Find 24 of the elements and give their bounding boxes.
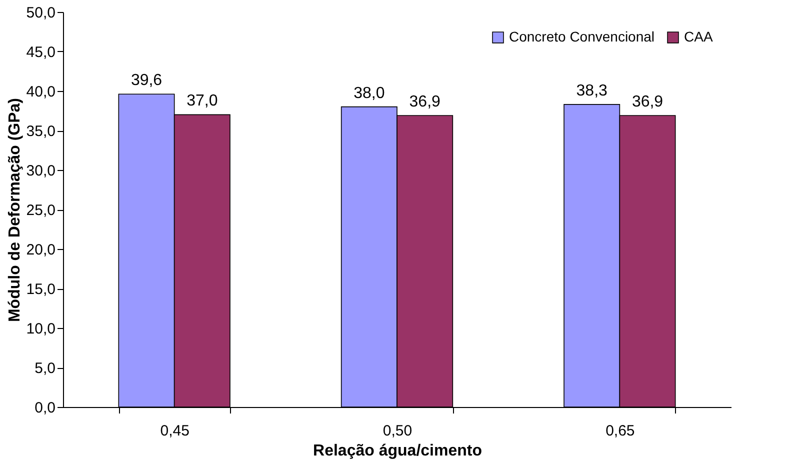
y-tick-label: 0,0 [34,400,56,416]
y-tick-label: 20,0 [26,242,56,258]
y-tick-label: 45,0 [26,44,56,61]
data-label: 38,3 [576,82,608,100]
data-label: 39,6 [130,72,162,90]
legend-label: CAA [684,28,714,44]
legend-label: Concreto Convencional [509,28,655,44]
y-tick-label: 35,0 [26,123,56,140]
y-tick-label: 15,0 [26,281,56,298]
data-label: 37,0 [186,92,218,110]
y-tick-label: 5,0 [34,360,56,377]
x-axis-title: Relação água/cimento [313,442,482,460]
y-tick-label: 40,0 [26,84,56,100]
y-axis-title: Módulo de Deformação (GPa) [6,98,24,322]
x-tick-label: 0,50 [382,422,412,440]
data-label: 36,9 [409,93,441,110]
y-tick-label: 30,0 [26,162,56,180]
data-label: 36,9 [632,93,664,110]
data-label: 38,0 [354,84,385,102]
y-tick-label: 50,0 [26,4,56,22]
y-tick-label: 10,0 [26,320,56,338]
x-tick-label: 0,65 [606,422,635,440]
y-tick-label: 25,0 [26,202,56,219]
x-tick-label: 0,45 [160,422,190,440]
